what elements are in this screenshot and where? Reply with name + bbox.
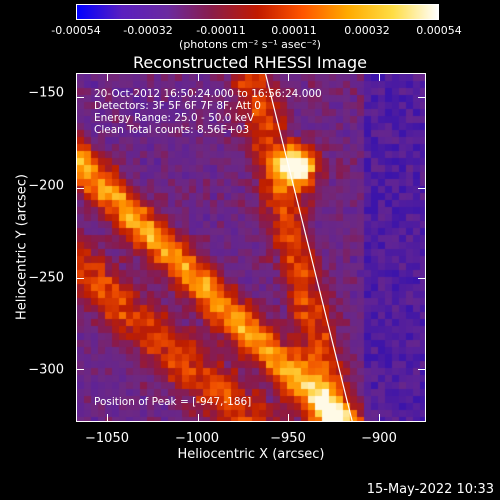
annotation-detectors: Detectors: 3F 5F 6F 7F 8F, Att 0 — [94, 100, 261, 112]
colorbar-tick-label: -0.00054 — [51, 24, 101, 37]
colorbar-tick-label: -0.00011 — [196, 24, 246, 37]
annotation-clean: Clean Total counts: 8.56E+03 — [94, 124, 250, 136]
x-axis-tick — [288, 414, 290, 422]
y-axis-tick — [76, 96, 84, 98]
x-tick-label: −1000 — [175, 431, 219, 446]
x-tick-label: −1050 — [85, 431, 129, 446]
y-axis-tick — [418, 369, 426, 371]
heatmap-image — [77, 74, 425, 421]
plot-overlay — [265, 74, 353, 421]
y-axis-label: Heliocentric Y (arcsec) — [14, 174, 30, 320]
x-axis-tick — [288, 73, 290, 81]
y-axis-tick — [76, 187, 84, 189]
y-axis-tick — [76, 369, 84, 371]
y-axis-tick — [418, 278, 426, 280]
colorbar-units: (photons cm⁻² s⁻¹ asec⁻²) — [179, 38, 321, 51]
annotation-energy: Energy Range: 25.0 - 50.0 keV — [94, 112, 255, 124]
solar-limb-line — [265, 74, 353, 421]
x-tick-label: −900 — [361, 431, 397, 446]
x-tick-label: −950 — [270, 431, 306, 446]
x-axis-label: Heliocentric X (arcsec) — [177, 447, 325, 462]
colorbar-tick-label: -0.00032 — [123, 24, 173, 37]
annotation-time-range: 20-Oct-2012 16:50:24.000 to 16:56:24.000 — [94, 88, 322, 100]
y-axis-tick — [418, 96, 426, 98]
y-tick-label: −250 — [28, 270, 64, 286]
plot-area: 20-Oct-2012 16:50:24.000 to 16:56:24.000… — [76, 73, 426, 422]
colorbar-tick-label: 0.00011 — [271, 24, 317, 37]
x-axis-tick — [106, 414, 108, 422]
y-tick-label: −150 — [28, 85, 64, 101]
colorbar — [76, 4, 439, 20]
x-axis-tick — [197, 414, 199, 422]
y-axis-tick — [76, 278, 84, 280]
y-axis-tick — [418, 187, 426, 189]
colorbar-tick-label: 0.00032 — [344, 24, 390, 37]
y-tick-label: −200 — [28, 178, 64, 194]
x-axis-tick — [378, 73, 380, 81]
x-axis-tick — [106, 73, 108, 81]
chart-title: Reconstructed RHESSI Image — [133, 53, 367, 72]
timestamp: 15-May-2022 10:33 — [366, 482, 494, 497]
annotation-peak: Position of Peak = [-947,-186] — [94, 396, 252, 408]
x-axis-tick — [378, 414, 380, 422]
colorbar-tick-label: 0.00054 — [416, 24, 462, 37]
x-axis-tick — [197, 73, 199, 81]
y-tick-label: −300 — [28, 362, 64, 378]
